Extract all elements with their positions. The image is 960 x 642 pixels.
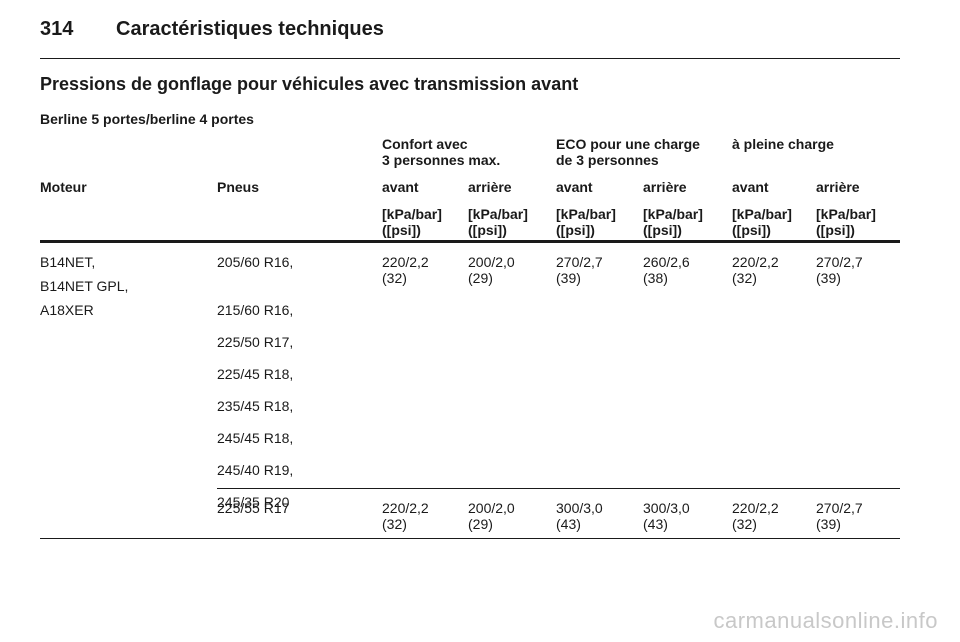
engine-cell: A18XER — [40, 302, 94, 318]
unit-header: [kPa/bar] ([psi]) — [556, 206, 616, 238]
tyre-size: 245/40 R19, — [217, 462, 294, 478]
pressure-value: 200/2,0 (29) — [468, 254, 515, 286]
tyre-size: 245/45 R18, — [217, 430, 294, 446]
unit-header: [kPa/bar] ([psi]) — [643, 206, 703, 238]
unit-header: [kPa/bar] ([psi]) — [382, 206, 442, 238]
column-header-engine: Moteur — [40, 179, 87, 195]
unit-header: [kPa/bar] ([psi]) — [732, 206, 792, 238]
tyre-size: 205/60 R16, — [217, 254, 294, 270]
tyre-size: 245/35 R20 — [217, 494, 290, 510]
pressure-value: 200/2,0 (29) — [468, 500, 515, 532]
subsection-title: Berline 5 portes/berline 4 portes — [40, 111, 254, 127]
pressure-value: 270/2,7 (39) — [816, 254, 863, 286]
load-group-header: Confort avec 3 personnes max. — [382, 136, 501, 168]
section-title: Pressions de gonflage pour véhicules ave… — [40, 74, 579, 94]
engine-cell: B14NET GPL, — [40, 278, 129, 294]
pressure-value: 220/2,2 (32) — [732, 254, 779, 286]
page-number: 314 — [40, 18, 74, 40]
column-header-axle: avant — [556, 179, 593, 195]
tyre-size: 225/50 R17, — [217, 334, 294, 350]
column-header-axle: arrière — [468, 179, 512, 195]
page-header: 314 Caractéristiques techniques — [40, 18, 384, 48]
load-group-header: à pleine charge — [732, 136, 834, 152]
tyre-size: 235/45 R18, — [217, 398, 294, 414]
pressure-value: 220/2,2 (32) — [732, 500, 779, 532]
tyre-size: 225/45 R18, — [217, 366, 294, 382]
pressure-value: 300/3,0 (43) — [643, 500, 690, 532]
pressure-value: 270/2,7 (39) — [556, 254, 603, 286]
header-divider — [40, 58, 900, 59]
column-header-axle: arrière — [816, 179, 860, 195]
watermark: carmanualsonline.info — [713, 608, 938, 633]
engine-cell: B14NET, — [40, 254, 96, 270]
pressure-value: 300/3,0 (43) — [556, 500, 603, 532]
column-header-axle: avant — [382, 179, 419, 195]
column-header-tyres: Pneus — [217, 179, 260, 195]
pressure-value: 260/2,6 (38) — [643, 254, 690, 286]
column-header-axle: avant — [732, 179, 769, 195]
column-header-axle: arrière — [643, 179, 687, 195]
load-group-header: ECO pour une charge de 3 personnes — [556, 136, 700, 168]
pressure-value: 270/2,7 (39) — [816, 500, 863, 532]
pressure-value: 220/2,2 (32) — [382, 500, 429, 532]
tyre-size: 225/55 R17 — [217, 500, 290, 516]
table-bottom-rule — [40, 538, 900, 539]
unit-header: [kPa/bar] ([psi]) — [468, 206, 528, 238]
row-divider — [217, 488, 900, 489]
tyre-size: 215/60 R16, — [217, 302, 294, 318]
pressure-value: 220/2,2 (32) — [382, 254, 429, 286]
header-rule — [40, 240, 900, 243]
unit-header: [kPa/bar] ([psi]) — [816, 206, 876, 238]
chapter-title: Caractéristiques techniques — [116, 18, 384, 40]
